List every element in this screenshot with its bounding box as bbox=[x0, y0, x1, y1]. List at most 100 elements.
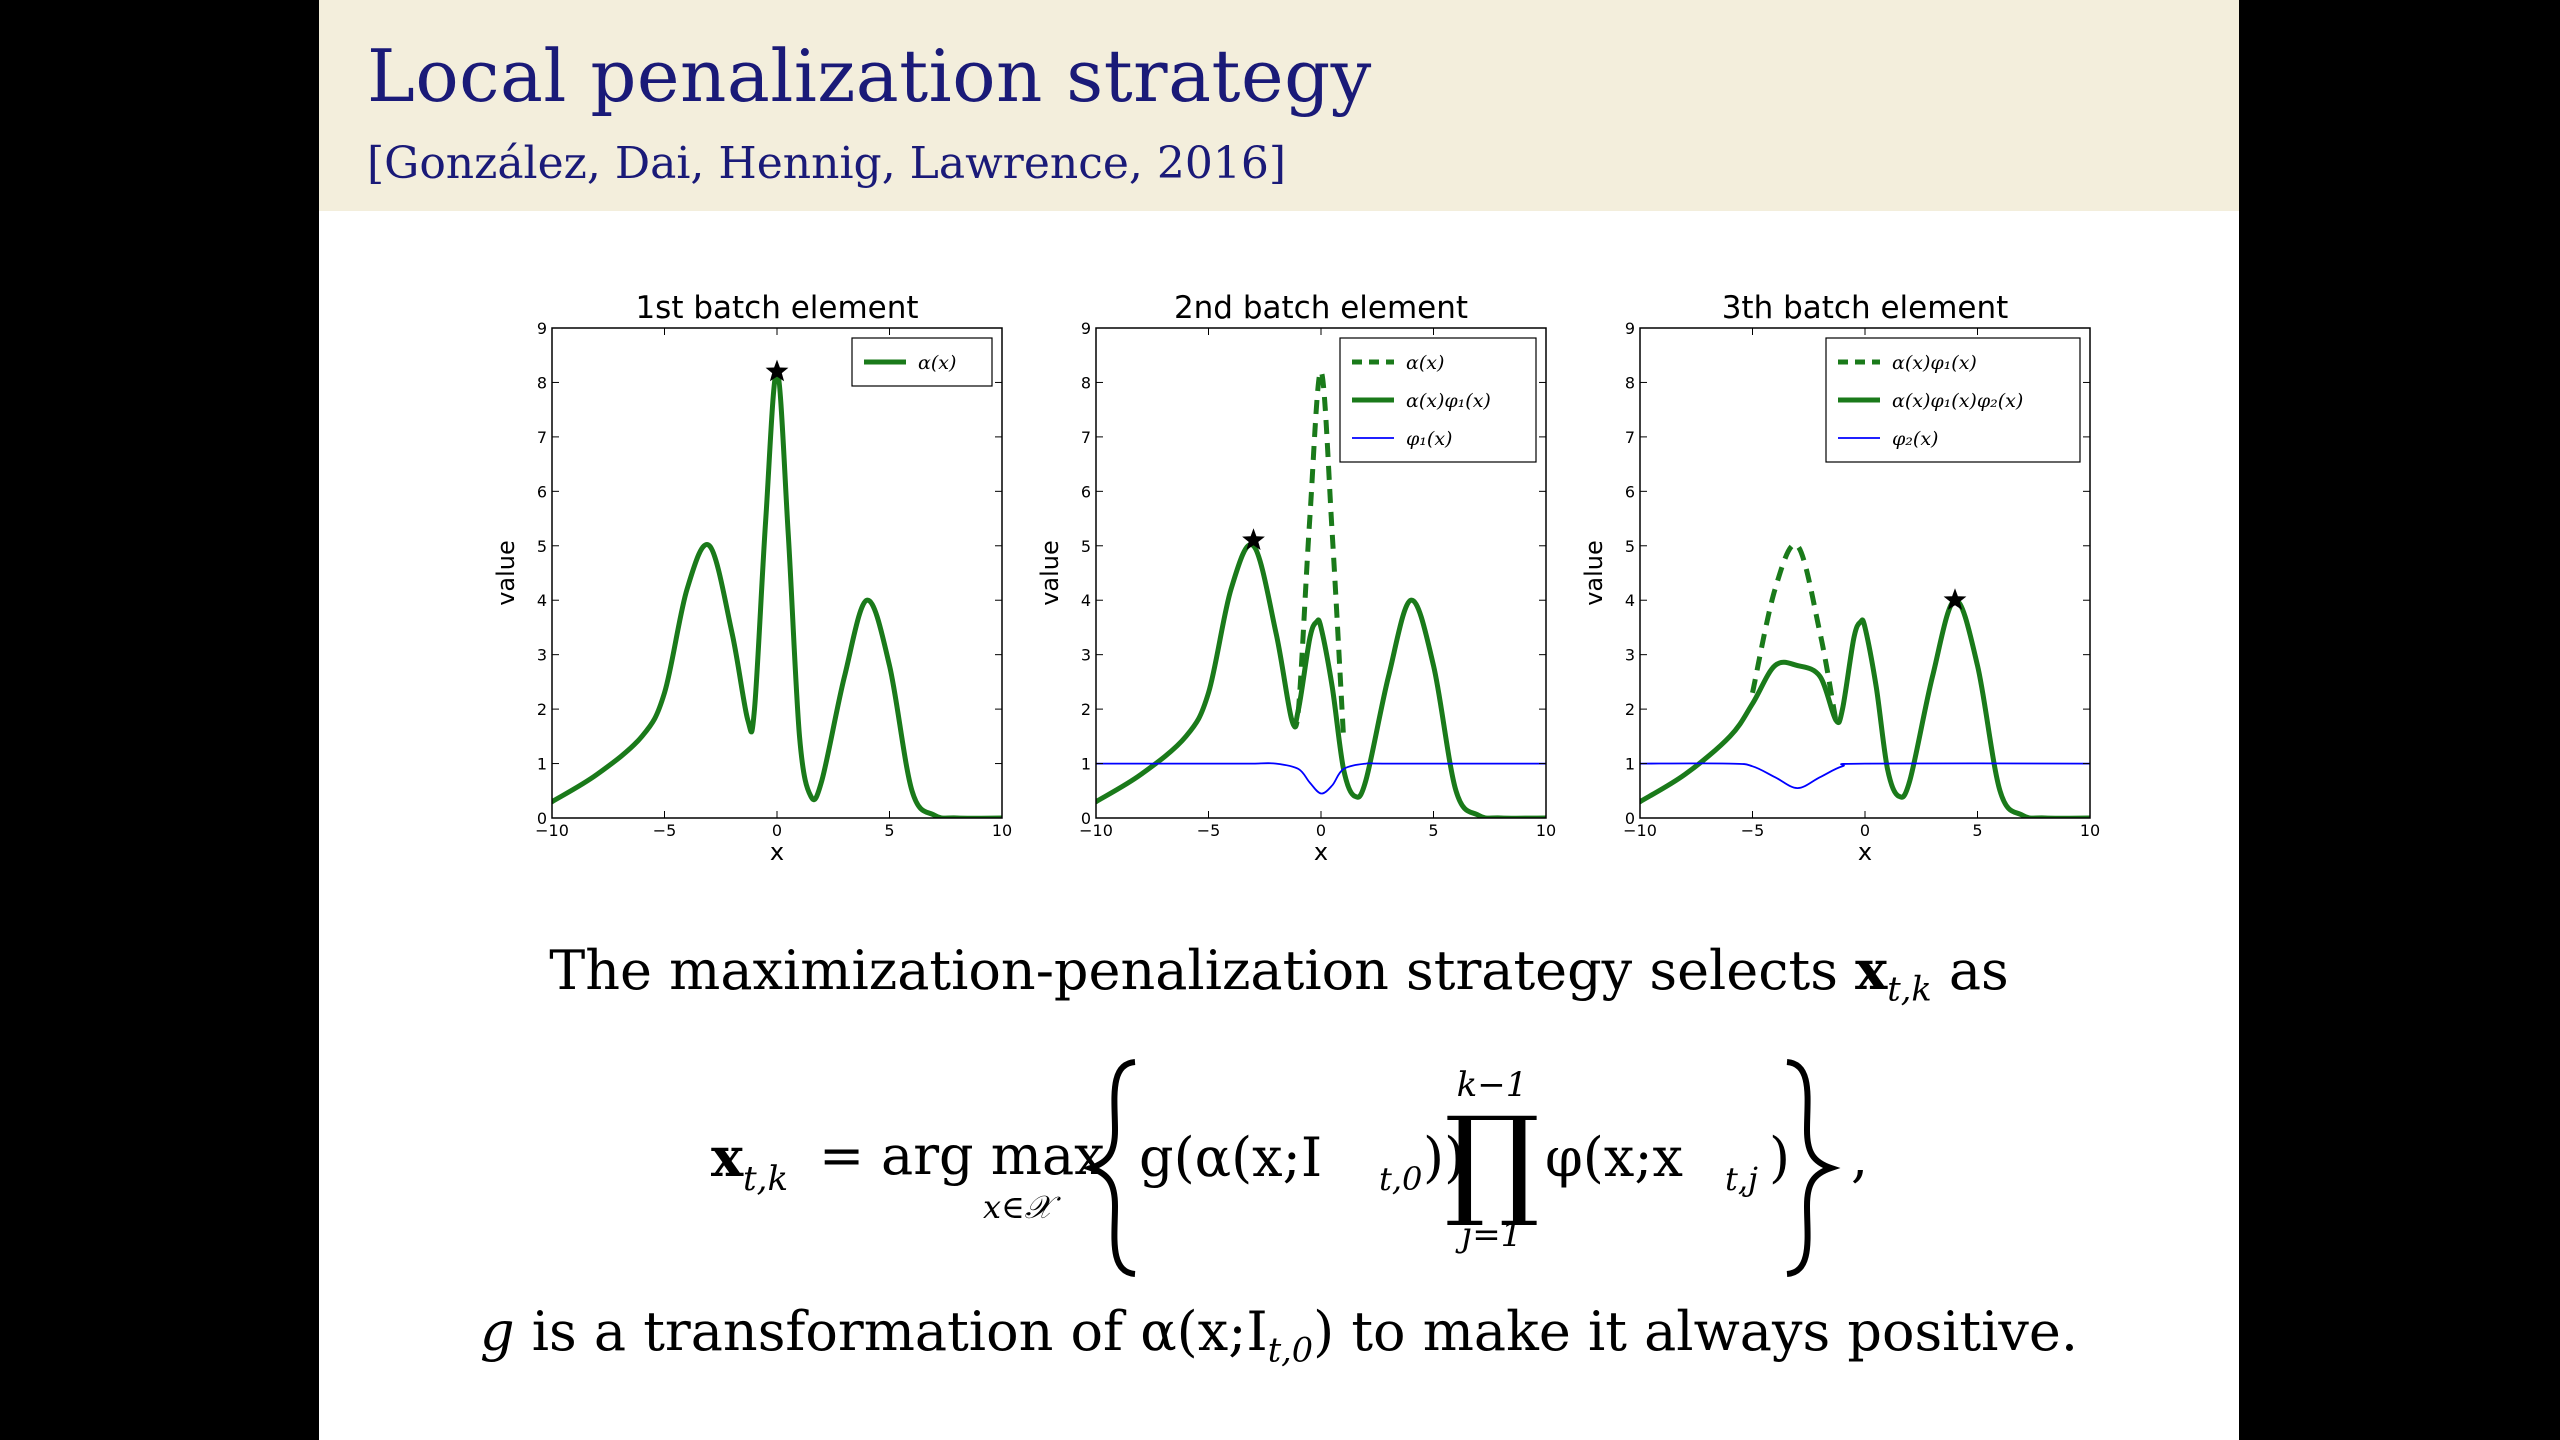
max-star-marker bbox=[1943, 588, 1967, 610]
sentence1-var: x bbox=[1855, 938, 1888, 1002]
eq-phi-expr: φ(x;x bbox=[1545, 1126, 1683, 1189]
sentence1-text: The maximization-penalization strategy s… bbox=[549, 939, 1856, 1002]
y-tick-label: 6 bbox=[537, 482, 547, 501]
eq-trailing-comma: , bbox=[1851, 1126, 1868, 1189]
eq-prod-sign: ∏ bbox=[1444, 1092, 1540, 1231]
y-tick-label: 9 bbox=[1081, 319, 1091, 338]
slide: Local penalization strategy [González, D… bbox=[319, 0, 2239, 1440]
x-tick-label: 0 bbox=[772, 821, 782, 840]
legend-label: α(x) bbox=[918, 352, 956, 374]
y-tick-label: 4 bbox=[537, 591, 547, 610]
figure: 1st batch element−10 −5 0 5 100123456789xval… bbox=[492, 290, 2100, 860]
series-line-2 bbox=[1640, 597, 2090, 818]
x-axis-label: x bbox=[770, 838, 784, 860]
series-line-3 bbox=[1640, 762, 2090, 789]
sentence2-tail: to make it always positive. bbox=[1334, 1300, 2079, 1363]
eq-phi-close: ) bbox=[1769, 1126, 1790, 1189]
y-axis-label: value bbox=[1580, 540, 1608, 606]
y-tick-label: 7 bbox=[537, 428, 547, 447]
x-tick-label: 10 bbox=[992, 821, 1012, 840]
eq-g-expr: g(α(x;I bbox=[1139, 1126, 1322, 1189]
chart-title: 3th batch element bbox=[1722, 290, 2009, 326]
y-tick-label: 9 bbox=[1625, 319, 1635, 338]
eq-prod-bottom: j=1 bbox=[1455, 1215, 1523, 1255]
max-star-marker bbox=[765, 359, 789, 382]
eq-argmax-under: x∈𝒳 bbox=[983, 1188, 1062, 1226]
y-tick-label: 5 bbox=[537, 537, 547, 556]
legend-label: α(x) bbox=[1406, 352, 1444, 374]
chart-panel-2: 2nd batch element −10 −5 0 5 10 0 1 2 3 4 5 6 7 8 9 x val… bbox=[1036, 290, 1556, 860]
sentence2-sub: t,0 bbox=[1267, 1330, 1314, 1370]
y-tick-label: 8 bbox=[1081, 373, 1091, 392]
eq-left-brace bbox=[1081, 1059, 1136, 1277]
x-tick-label: −10 bbox=[1079, 821, 1113, 840]
x-tick-label: 10 bbox=[1536, 821, 1556, 840]
sentence-transformation: g is a transformation of α(x;It,0) to ma… bbox=[319, 1300, 2239, 1370]
chart-panel-1: 1st batch element −10 −5 0 5 10 0 1 2 3 4 5 6 7 8 9 x val… bbox=[492, 290, 1012, 860]
sentence1-sub: t,k bbox=[1887, 969, 1932, 1009]
y-tick-label: 4 bbox=[1625, 591, 1635, 610]
y-tick-label: 7 bbox=[1625, 428, 1635, 447]
eq-lhs-var: x bbox=[711, 1125, 744, 1189]
y-tick-label: 2 bbox=[1081, 700, 1091, 719]
eq-right-brace bbox=[1786, 1059, 1841, 1277]
sentence-selection: The maximization-penalization strategy s… bbox=[319, 938, 2239, 1009]
y-tick-label: 2 bbox=[537, 700, 547, 719]
legend-label: α(x)φ₁(x) bbox=[1892, 352, 1977, 374]
sentence2-g: g bbox=[479, 1300, 515, 1363]
y-tick-label: 0 bbox=[1081, 809, 1091, 828]
y-tick-label: 6 bbox=[1625, 482, 1635, 501]
series-line-3 bbox=[1096, 762, 1546, 795]
series-line-1 bbox=[552, 369, 1002, 818]
legend-label: α(x)φ₁(x)φ₂(x) bbox=[1892, 390, 2023, 412]
y-tick-label: 3 bbox=[1081, 646, 1091, 665]
x-tick-label: −10 bbox=[1623, 821, 1657, 840]
sentence1-tail: as bbox=[1931, 939, 2009, 1002]
y-tick-label: 0 bbox=[1625, 809, 1635, 828]
y-tick-label: 3 bbox=[1625, 646, 1635, 665]
sentence2-mid: is a transformation of bbox=[514, 1300, 1141, 1363]
y-axis-label: value bbox=[492, 540, 520, 606]
x-tick-label: −5 bbox=[1741, 821, 1765, 840]
slide-header: Local penalization strategy [González, D… bbox=[319, 0, 2239, 211]
eq-argmax: arg max bbox=[881, 1124, 1105, 1187]
chart-title: 2nd batch element bbox=[1174, 290, 1468, 326]
sentence2-alpha: α(x;I bbox=[1140, 1300, 1268, 1363]
eq-prod-top: k−1 bbox=[1457, 1065, 1528, 1105]
y-tick-label: 1 bbox=[1625, 755, 1635, 774]
series-line-1 bbox=[1750, 542, 1839, 721]
equation: x t,k = arg max x∈𝒳 g(α(x;I t,0 )) k−1 ∏… bbox=[711, 1059, 1868, 1277]
eq-equals: = bbox=[819, 1124, 864, 1187]
citation: [González, Dai, Hennig, Lawrence, 2016] bbox=[367, 138, 1286, 189]
x-axis-label: x bbox=[1314, 838, 1328, 860]
y-tick-label: 5 bbox=[1625, 537, 1635, 556]
y-tick-label: 8 bbox=[1625, 373, 1635, 392]
x-tick-label: −5 bbox=[1197, 821, 1221, 840]
legend-label: φ₂(x) bbox=[1892, 428, 1938, 450]
x-axis-label: x bbox=[1858, 838, 1872, 860]
x-tick-label: 10 bbox=[2080, 821, 2100, 840]
x-tick-label: −10 bbox=[535, 821, 569, 840]
chart-title: 1st batch element bbox=[635, 290, 918, 326]
y-tick-label: 4 bbox=[1081, 591, 1091, 610]
series-line-2 bbox=[1096, 542, 1546, 818]
eq-phi-sub: t,j bbox=[1725, 1160, 1758, 1198]
y-tick-label: 6 bbox=[1081, 482, 1091, 501]
chart-series-group bbox=[1096, 369, 1546, 818]
chart-series-group bbox=[1640, 542, 2090, 818]
eq-g-close: )) bbox=[1423, 1126, 1465, 1189]
eq-g-sub: t,0 bbox=[1379, 1160, 1422, 1198]
y-tick-label: 7 bbox=[1081, 428, 1091, 447]
x-tick-label: 0 bbox=[1860, 821, 1870, 840]
y-tick-label: 1 bbox=[1081, 755, 1091, 774]
y-tick-label: 2 bbox=[1625, 700, 1635, 719]
legend-label: α(x)φ₁(x) bbox=[1406, 390, 1491, 412]
y-tick-label: 1 bbox=[537, 755, 547, 774]
series-line-1 bbox=[1289, 369, 1346, 737]
y-tick-label: 5 bbox=[1081, 537, 1091, 556]
y-tick-label: 0 bbox=[537, 809, 547, 828]
sentence2-close: ) bbox=[1313, 1300, 1335, 1363]
y-tick-label: 3 bbox=[537, 646, 547, 665]
y-axis-label: value bbox=[1036, 540, 1064, 606]
chart-panel-3: 3th batch element −10 −5 0 5 10 0 1 2 3 4 5 6 7 8 9 x val… bbox=[1580, 290, 2100, 860]
